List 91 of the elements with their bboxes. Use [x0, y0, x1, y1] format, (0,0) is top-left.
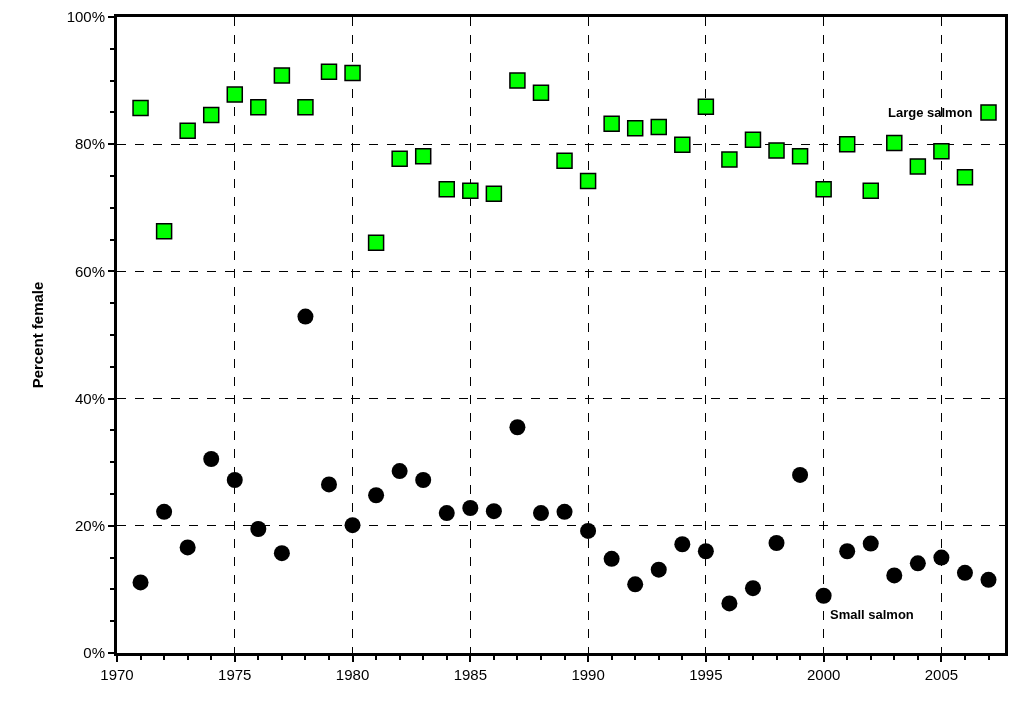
point — [344, 517, 361, 534]
point — [862, 535, 879, 552]
point — [203, 451, 220, 468]
x-tick-label: 1975 — [218, 666, 252, 683]
point — [438, 181, 456, 198]
point — [627, 576, 644, 593]
point — [509, 419, 526, 436]
point — [391, 463, 408, 480]
point — [485, 185, 503, 203]
point — [721, 151, 738, 168]
point — [579, 172, 597, 190]
point — [933, 142, 950, 160]
y-tick-label: 0% — [83, 644, 105, 662]
point — [674, 136, 691, 154]
point — [344, 64, 361, 82]
point — [226, 86, 244, 103]
point — [273, 545, 290, 562]
point — [815, 181, 832, 198]
point — [674, 536, 691, 553]
point — [297, 99, 314, 116]
point — [650, 561, 667, 578]
point — [532, 84, 550, 101]
y-tick-label: 40% — [74, 389, 105, 407]
point — [155, 223, 173, 240]
point — [297, 308, 314, 325]
x-tick-label: 1985 — [453, 666, 488, 683]
point — [792, 466, 809, 483]
point — [156, 503, 173, 520]
point — [391, 150, 408, 168]
point — [321, 476, 337, 493]
x-tick-label: 2005 — [924, 666, 959, 683]
point — [415, 472, 432, 488]
point — [980, 571, 997, 588]
point — [485, 503, 502, 520]
point — [462, 182, 479, 199]
series-label: Small salmon — [830, 607, 914, 622]
y-tick-label: 20% — [74, 517, 105, 535]
point — [886, 567, 903, 584]
point — [132, 574, 149, 591]
point — [744, 580, 761, 597]
point — [556, 503, 573, 520]
point — [862, 182, 879, 199]
point — [273, 67, 291, 84]
point — [697, 543, 714, 560]
point — [509, 72, 526, 89]
point — [603, 115, 620, 133]
x-tick-label: 1995 — [689, 666, 723, 683]
point — [838, 135, 856, 153]
point — [414, 148, 432, 165]
point — [556, 152, 573, 169]
point — [956, 564, 973, 581]
point — [980, 104, 997, 121]
point — [768, 142, 785, 159]
point — [791, 148, 809, 165]
series-label: Large salmon — [888, 105, 973, 120]
x-tick-label: 2000 — [806, 666, 841, 683]
point — [202, 106, 220, 124]
point — [368, 487, 385, 504]
point — [650, 118, 667, 136]
point — [438, 505, 455, 522]
y-axis-title: Percent female — [28, 281, 46, 389]
point — [909, 158, 927, 175]
point — [744, 131, 762, 148]
x-tick-label: 1970 — [100, 666, 134, 683]
point — [626, 120, 644, 137]
y-tick-label: 60% — [74, 262, 105, 280]
y-tick-label: 100% — [66, 8, 105, 26]
point — [956, 169, 974, 186]
point — [367, 234, 385, 252]
point — [603, 550, 620, 567]
point — [532, 505, 549, 522]
point — [768, 534, 785, 551]
x-tick-label: 1990 — [571, 666, 605, 683]
point — [886, 134, 903, 152]
point — [132, 99, 149, 117]
point — [909, 555, 926, 572]
point — [179, 122, 196, 140]
point — [839, 543, 856, 560]
point — [250, 520, 267, 537]
y-tick-label: 80% — [74, 135, 105, 153]
point — [933, 549, 950, 566]
point — [226, 472, 243, 488]
point — [462, 499, 479, 516]
point — [815, 587, 832, 604]
point — [580, 522, 597, 539]
point — [721, 595, 738, 612]
point — [250, 99, 267, 116]
point — [320, 63, 338, 80]
point — [179, 539, 196, 556]
point — [697, 98, 715, 115]
x-tick-label: 1980 — [335, 666, 370, 683]
